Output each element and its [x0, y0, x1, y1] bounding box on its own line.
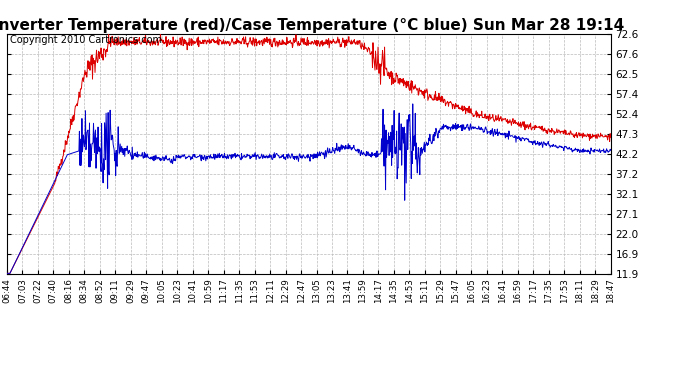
Text: Copyright 2010 Cartronics.com: Copyright 2010 Cartronics.com: [10, 35, 162, 45]
Title: Inverter Temperature (red)/Case Temperature (°C blue) Sun Mar 28 19:14: Inverter Temperature (red)/Case Temperat…: [0, 18, 624, 33]
